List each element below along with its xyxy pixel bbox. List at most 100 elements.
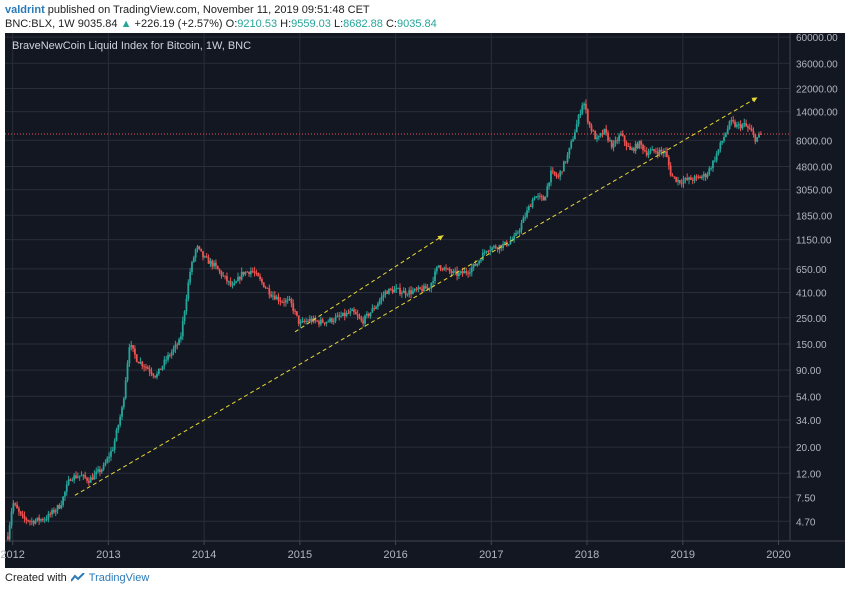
candle-body: [251, 270, 254, 272]
candle-body: [277, 296, 280, 301]
candle: [325, 321, 328, 327]
candle: [730, 117, 733, 126]
candle-body: [494, 246, 497, 249]
candle-body: [351, 309, 354, 311]
candle-body: [64, 491, 66, 497]
candle: [60, 500, 63, 510]
candle-body: [391, 289, 394, 293]
candle: [701, 174, 703, 180]
candle-body: [686, 177, 689, 180]
candle-body: [596, 137, 598, 140]
candle-body: [739, 124, 742, 129]
candle-body: [586, 109, 589, 122]
candle-body: [623, 135, 626, 143]
candle-body: [170, 351, 173, 356]
candle-body: [737, 124, 740, 125]
candle: [524, 212, 527, 221]
candle-body: [54, 510, 57, 513]
candle-body: [340, 315, 342, 317]
candle-body: [397, 287, 400, 289]
candle-body: [605, 128, 608, 133]
candle: [435, 266, 438, 275]
candle: [286, 295, 289, 304]
candle-body: [745, 123, 748, 127]
candle-body: [502, 243, 504, 248]
candle: [38, 514, 41, 525]
chart-container[interactable]: 9035.84 BraveNewCoin Liquid Index for Bi…: [0, 33, 850, 568]
candle-body: [67, 479, 70, 485]
candle-body: [691, 179, 694, 181]
candle-body: [189, 271, 192, 283]
price-chart[interactable]: 9035.84 BraveNewCoin Liquid Index for Bi…: [0, 33, 850, 568]
candle: [62, 495, 65, 508]
candle: [446, 267, 449, 271]
candle-body: [233, 282, 236, 286]
candle-body: [704, 173, 707, 178]
candle-body: [535, 196, 538, 199]
candle: [226, 272, 228, 285]
candle-body: [215, 262, 217, 266]
candle-body: [417, 287, 420, 290]
candle-body: [183, 311, 186, 321]
candle-body: [724, 133, 727, 138]
close-value: 9035.84: [396, 18, 437, 30]
candle-body: [99, 469, 101, 473]
candle: [367, 312, 370, 319]
candle-body: [148, 368, 151, 372]
y-axis[interactable]: 60000.00 36000.00 22000.00 14000.00 8000.00 4…: [789, 33, 845, 568]
candle: [49, 511, 52, 518]
tradingview-brand-link[interactable]: TradingView: [88, 572, 150, 584]
candle-body: [496, 248, 499, 250]
candle-body: [273, 295, 276, 300]
candle-body: [47, 513, 50, 520]
candle: [502, 240, 504, 251]
candle-body: [296, 311, 298, 316]
username-link[interactable]: valdrint: [5, 4, 45, 16]
candle-body: [608, 140, 611, 141]
candle: [472, 263, 475, 271]
candle: [82, 473, 85, 481]
candle-body: [426, 287, 429, 289]
y-tick-label: 36000.00: [796, 59, 838, 70]
candle-body: [393, 289, 396, 293]
candle-body: [527, 206, 530, 211]
candle-body: [712, 160, 714, 169]
candle-body: [303, 320, 306, 322]
candle: [54, 508, 57, 517]
candle: [424, 283, 427, 289]
x-axis[interactable]: 2012 2013 2014 2015 2016 2017 2018 2019 2020: [0, 540, 845, 561]
candle: [321, 317, 324, 324]
candle-body: [240, 271, 243, 280]
candle-body: [73, 475, 76, 481]
candle-body: [432, 281, 435, 283]
candle-body: [526, 210, 528, 217]
candle-body: [702, 173, 705, 177]
candle: [51, 508, 53, 518]
candle-body: [406, 294, 409, 296]
candle: [564, 161, 567, 164]
y-tick-label: 410.00: [796, 288, 827, 299]
candle-body: [360, 318, 363, 321]
candle-body: [29, 521, 31, 522]
candle: [421, 285, 423, 293]
candle-body: [30, 520, 33, 522]
candle: [539, 192, 541, 200]
candle: [656, 147, 659, 159]
candle: [712, 160, 714, 172]
candle-body: [583, 103, 586, 106]
candle-body: [369, 312, 372, 317]
candle-body: [399, 287, 401, 294]
candle-body: [533, 198, 536, 200]
candle-body: [159, 368, 162, 370]
candle-body: [402, 290, 405, 293]
candle-body: [736, 124, 738, 127]
candle: [588, 121, 591, 128]
candle: [463, 268, 466, 274]
candle: [277, 293, 280, 305]
candle-body: [321, 319, 324, 323]
chart-background: [5, 33, 845, 568]
candle-body: [69, 479, 72, 481]
candle: [78, 475, 81, 481]
candle: [737, 121, 740, 130]
candle-body: [178, 339, 180, 345]
